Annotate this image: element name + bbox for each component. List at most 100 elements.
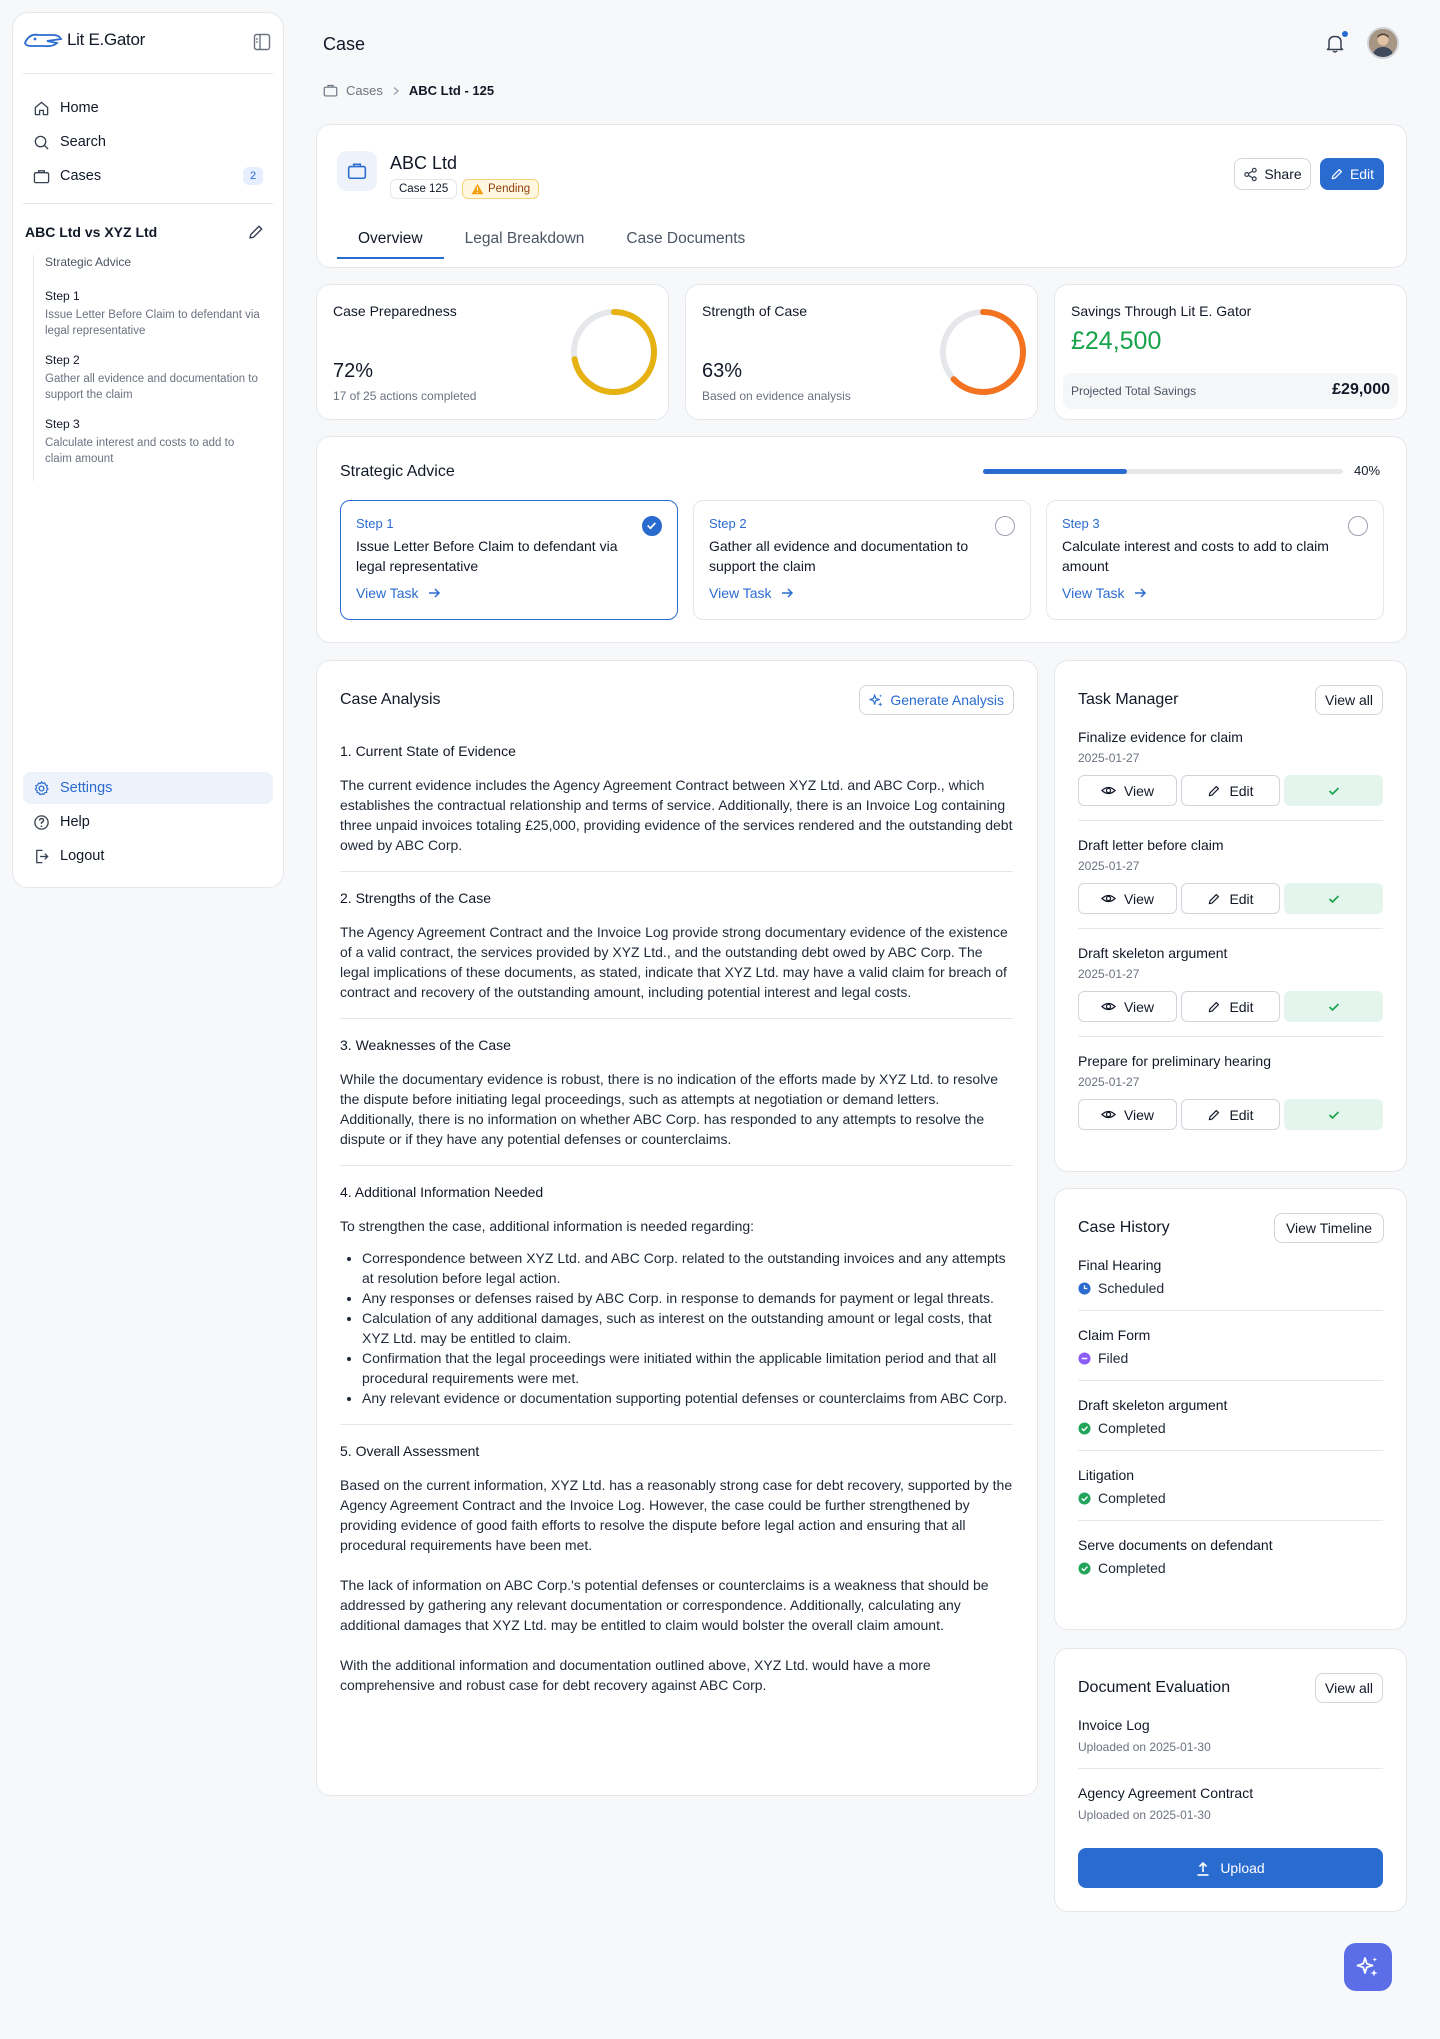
tab-overview[interactable]: Overview	[337, 227, 444, 259]
step-checkbox[interactable]	[995, 516, 1015, 536]
case-number-badge: Case 125	[390, 179, 458, 199]
task-view-button[interactable]: View	[1078, 775, 1177, 806]
document-item[interactable]: Agency Agreement Contract Uploaded on 20…	[1078, 1785, 1383, 1836]
step-checkbox[interactable]	[642, 516, 662, 536]
strength-value: 63%	[702, 360, 743, 382]
sidebar-step-desc: Issue Letter Before Claim to defendant v…	[45, 309, 260, 337]
view-task-link[interactable]: View Task	[1062, 585, 1147, 601]
ai-assistant-button[interactable]	[1344, 1943, 1392, 1991]
sidebar-item-help[interactable]: Help	[23, 806, 273, 838]
case-analysis-card: Case Analysis Generate Analysis 1. Curre…	[316, 660, 1038, 1796]
pencil-icon[interactable]	[247, 223, 265, 241]
task-edit-button[interactable]: Edit	[1181, 775, 1280, 806]
document-item[interactable]: Invoice Log Uploaded on 2025-01-30	[1078, 1717, 1383, 1769]
pencil-icon	[1209, 893, 1220, 904]
tab-legal-breakdown[interactable]: Legal Breakdown	[464, 230, 585, 247]
cases-count-badge: 2	[243, 167, 263, 185]
sidebar-strategic-label[interactable]: Strategic Advice	[45, 255, 132, 269]
strategic-progress-label: 40%	[1354, 463, 1381, 478]
task-name: Draft letter before claim	[1078, 837, 1224, 853]
sidebar-steps: Strategic Advice Step 1 Issue Letter Bef…	[33, 255, 263, 481]
preparedness-value: 72%	[333, 360, 374, 382]
task-manager-title: Task Manager	[1078, 691, 1179, 708]
sidebar-step[interactable]: Step 3 Calculate interest and costs to a…	[45, 417, 263, 467]
document-evaluation-title: Document Evaluation	[1078, 1679, 1231, 1696]
sidebar-step-desc: Calculate interest and costs to add to c…	[45, 437, 235, 465]
strategic-step-card[interactable]: Step 3 Calculate interest and costs to a…	[1046, 500, 1384, 620]
projected-savings-box: Projected Total Savings £29,000	[1063, 373, 1398, 409]
task-complete-button[interactable]	[1284, 991, 1383, 1022]
gator-logo-icon	[24, 33, 63, 48]
analysis-heading: 1. Current State of Evidence	[340, 743, 516, 759]
step-checkbox[interactable]	[1348, 516, 1368, 536]
sidebar-step[interactable]: Step 1 Issue Letter Before Claim to defe…	[45, 289, 263, 339]
history-item: Claim Form Filed	[1078, 1327, 1383, 1381]
strategic-step-card[interactable]: Step 1 Issue Letter Before Claim to defe…	[340, 500, 678, 620]
strength-ring-arc	[940, 309, 1026, 395]
sidebar-step-desc: Gather all evidence and documentation to…	[45, 373, 258, 401]
sidebar-item-home[interactable]: Home	[23, 92, 273, 124]
strength-ring	[940, 309, 1026, 395]
view-task-link[interactable]: View Task	[356, 585, 441, 601]
task-complete-button[interactable]	[1284, 1099, 1383, 1130]
sidebar-item-search[interactable]: Search	[23, 126, 273, 158]
strategic-step-card[interactable]: Step 2 Gather all evidence and documenta…	[693, 500, 1031, 620]
task-date: 2025-01-27	[1078, 1075, 1140, 1089]
task-complete-button[interactable]	[1284, 775, 1383, 806]
task-view-button[interactable]: View	[1078, 883, 1177, 914]
task-list: Finalize evidence for claim 2025-01-27 V…	[1078, 729, 1383, 1160]
status-badge: Pending	[462, 179, 540, 199]
history-name: Claim Form	[1078, 1327, 1151, 1343]
upload-button[interactable]: Upload	[1078, 1848, 1383, 1888]
analysis-paragraph: The Agency Agreement Contract and the In…	[340, 924, 1008, 1000]
share-icon	[1244, 167, 1258, 181]
task-edit-button[interactable]: Edit	[1181, 883, 1280, 914]
savings-value: £24,500	[1071, 327, 1162, 355]
analysis-paragraph: With the additional information and docu…	[340, 1657, 931, 1693]
step-desc: Issue Letter Before Claim to defendant v…	[356, 538, 618, 574]
check-circle-icon	[1078, 1421, 1091, 1435]
analysis-paragraph: The lack of information on ABC Corp.'s p…	[340, 1577, 989, 1633]
sidebar-item-cases[interactable]: Cases 2	[23, 160, 273, 192]
check-icon	[1328, 786, 1339, 795]
edit-case-button[interactable]: Edit	[1320, 158, 1384, 190]
task-view-button[interactable]: View	[1078, 991, 1177, 1022]
case-tabs: Overview Legal Breakdown Case Documents	[337, 227, 766, 259]
breadcrumb-cases-link[interactable]: Cases	[346, 83, 383, 98]
sidebar-item-logout[interactable]: Logout	[23, 840, 273, 872]
arrow-right-icon	[1134, 588, 1146, 598]
tab-case-documents[interactable]: Case Documents	[626, 230, 746, 247]
upload-icon	[1197, 1861, 1209, 1876]
view-task-link[interactable]: View Task	[709, 585, 794, 601]
tasks-view-all-button[interactable]: View all	[1315, 685, 1383, 715]
document-date: Uploaded on 2025-01-30	[1078, 1740, 1211, 1754]
view-timeline-button[interactable]: View Timeline	[1274, 1213, 1384, 1243]
task-name: Finalize evidence for claim	[1078, 729, 1243, 745]
sidebar-step[interactable]: Step 2 Gather all evidence and documenta…	[45, 353, 263, 403]
sidebar-toggle-icon[interactable]	[253, 33, 271, 51]
sidebar-item-settings[interactable]: Settings	[23, 772, 273, 804]
analysis-heading: 3. Weaknesses of the Case	[340, 1037, 511, 1053]
task-edit-button[interactable]: Edit	[1181, 1099, 1280, 1130]
task-edit-label: Edit	[1229, 1106, 1254, 1123]
status-text: Pending	[488, 183, 531, 195]
analysis-section: 2. Strengths of the Case The Agency Agre…	[340, 890, 1013, 1019]
app-logo[interactable]: Lit E.Gator	[23, 29, 145, 51]
check-icon	[1328, 1002, 1339, 1011]
analysis-body: 1. Current State of Evidence The current…	[340, 743, 1013, 1729]
share-button[interactable]: Share	[1234, 158, 1311, 190]
avatar[interactable]	[1367, 27, 1399, 59]
documents-view-all-button[interactable]: View all	[1315, 1673, 1383, 1703]
task-view-button[interactable]: View	[1078, 1099, 1177, 1130]
document-evaluation-card: Document Evaluation View all Invoice Log…	[1054, 1648, 1407, 1912]
bell-icon[interactable]	[1324, 32, 1346, 54]
task-edit-button[interactable]: Edit	[1181, 991, 1280, 1022]
history-name: Draft skeleton argument	[1078, 1397, 1228, 1413]
generate-analysis-label: Generate Analysis	[890, 692, 1004, 708]
check-icon	[1328, 1110, 1339, 1119]
generate-analysis-button[interactable]: Generate Analysis	[859, 685, 1014, 715]
task-item: Finalize evidence for claim 2025-01-27 V…	[1078, 729, 1383, 821]
task-complete-button[interactable]	[1284, 883, 1383, 914]
analysis-section: 4. Additional Information Needed To stre…	[340, 1184, 1013, 1425]
preparedness-label: Case Preparedness	[333, 303, 457, 319]
